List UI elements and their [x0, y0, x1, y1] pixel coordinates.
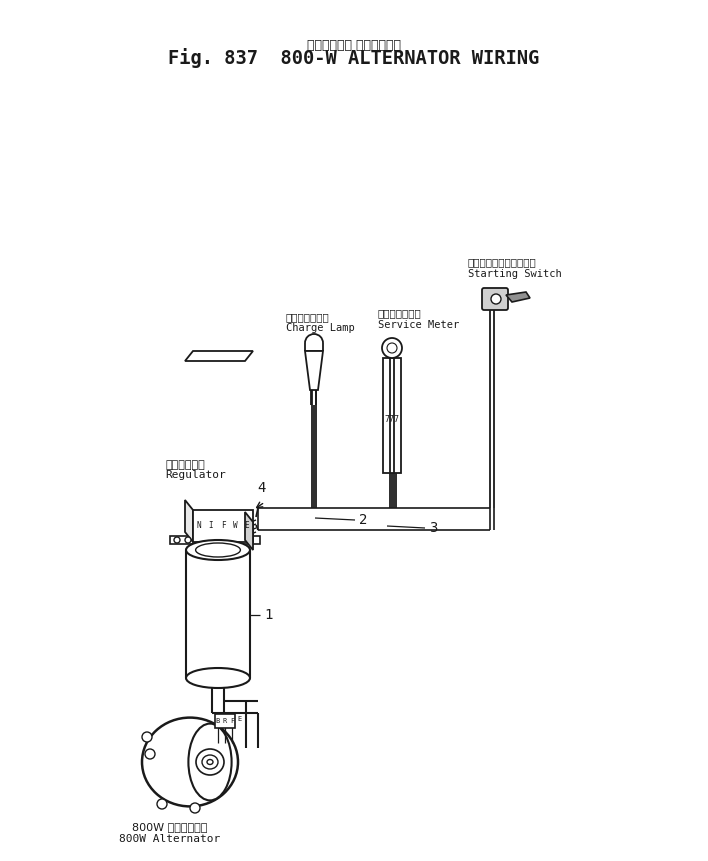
Text: チャージランプ: チャージランプ — [286, 312, 330, 322]
Circle shape — [145, 749, 155, 759]
Circle shape — [491, 294, 501, 304]
Ellipse shape — [186, 668, 250, 688]
Circle shape — [387, 343, 397, 353]
Ellipse shape — [188, 723, 232, 801]
Text: E: E — [245, 522, 249, 530]
Text: W: W — [233, 522, 237, 530]
Polygon shape — [185, 351, 253, 361]
Text: 3: 3 — [429, 521, 438, 535]
Ellipse shape — [196, 749, 224, 775]
Bar — [215, 714, 235, 728]
Text: サービスメータ: サービスメータ — [378, 308, 422, 318]
Text: 800W Alternator: 800W Alternator — [120, 834, 221, 844]
Polygon shape — [305, 351, 323, 390]
Polygon shape — [193, 510, 253, 542]
Circle shape — [382, 338, 402, 358]
Polygon shape — [240, 536, 260, 544]
Text: Service Meter: Service Meter — [378, 320, 459, 330]
Polygon shape — [245, 512, 253, 550]
Text: スターティングスイッチ: スターティングスイッチ — [468, 257, 537, 267]
Text: R: R — [223, 718, 227, 724]
Text: Charge Lamp: Charge Lamp — [286, 323, 355, 333]
Text: 777: 777 — [384, 416, 399, 424]
Text: レギュレータ: レギュレータ — [165, 460, 205, 470]
Text: I: I — [209, 522, 213, 530]
Circle shape — [190, 803, 200, 813]
Polygon shape — [185, 500, 193, 542]
Bar — [383, 358, 401, 473]
Text: N: N — [197, 522, 201, 530]
Polygon shape — [170, 536, 195, 544]
Text: オルタネータ ワイヤリング: オルタネータ ワイヤリング — [307, 39, 401, 52]
Ellipse shape — [186, 540, 250, 560]
Text: F: F — [230, 718, 234, 724]
Text: 800W オルタネータ: 800W オルタネータ — [132, 822, 207, 832]
Ellipse shape — [207, 759, 213, 765]
Ellipse shape — [195, 543, 241, 557]
Text: Fig. 837  800-W ALTERNATOR WIRING: Fig. 837 800-W ALTERNATOR WIRING — [169, 48, 539, 68]
Text: Starting Switch: Starting Switch — [468, 269, 561, 279]
Circle shape — [142, 732, 152, 742]
Text: 1: 1 — [264, 608, 273, 622]
FancyBboxPatch shape — [482, 288, 508, 310]
Text: F: F — [221, 522, 225, 530]
Ellipse shape — [202, 755, 218, 769]
Text: Regulator: Regulator — [165, 470, 226, 480]
Text: B: B — [216, 718, 220, 724]
Circle shape — [157, 799, 167, 809]
Text: E: E — [237, 716, 241, 722]
Circle shape — [247, 537, 253, 543]
Ellipse shape — [142, 717, 238, 807]
Polygon shape — [506, 292, 530, 302]
Text: 4: 4 — [257, 481, 266, 495]
Circle shape — [185, 537, 191, 543]
Text: 2: 2 — [359, 513, 367, 527]
Circle shape — [174, 537, 180, 543]
